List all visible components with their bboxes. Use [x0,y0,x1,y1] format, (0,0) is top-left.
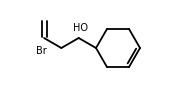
Text: HO: HO [73,23,88,33]
Text: Br: Br [36,46,46,56]
